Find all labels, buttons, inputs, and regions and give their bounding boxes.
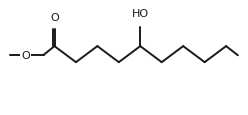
Text: O: O — [21, 50, 30, 60]
Text: O: O — [50, 13, 59, 23]
Text: HO: HO — [132, 9, 149, 19]
